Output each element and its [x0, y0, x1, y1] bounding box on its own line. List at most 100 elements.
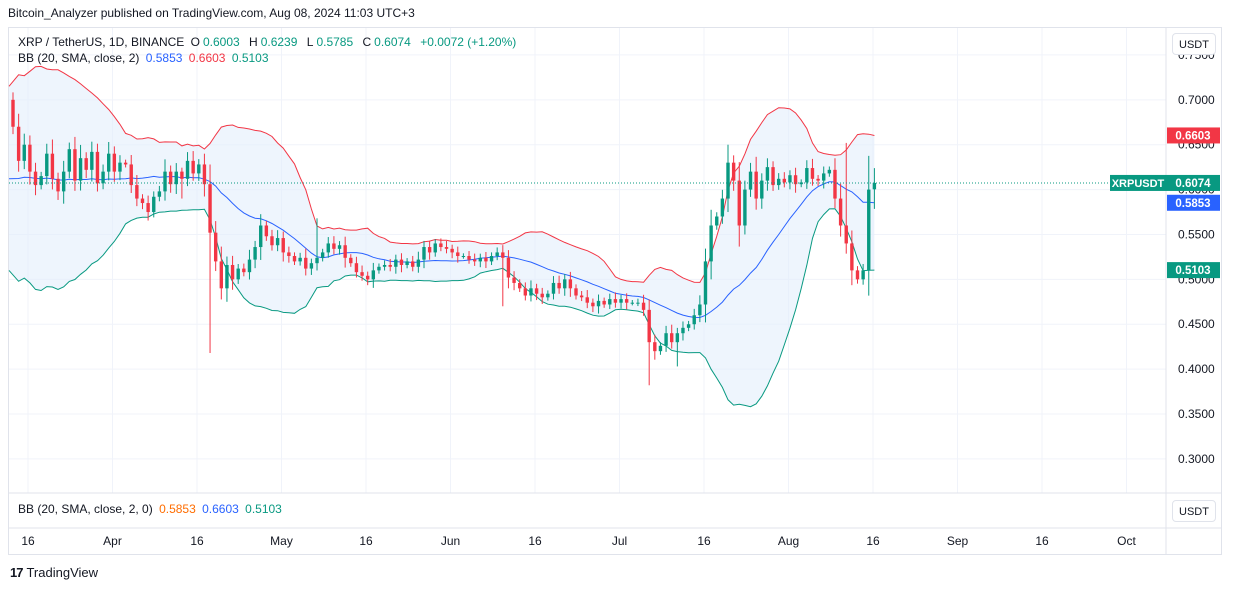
price-label: 0.6603	[1167, 127, 1220, 144]
candle-up	[692, 308, 696, 330]
x-axis-ticks: 16 Apr 16 May 16 Jun 16 Jul 16 Aug 16 Sep 16 Oct	[21, 534, 1136, 548]
candle-body	[320, 252, 325, 258]
candle-down	[782, 172, 787, 188]
candle-body	[608, 299, 612, 305]
candle-body	[782, 178, 787, 183]
candle-up	[382, 260, 387, 271]
candle-body	[219, 261, 224, 289]
candle-body	[73, 149, 77, 181]
candle-down	[304, 248, 308, 276]
candle-body	[427, 247, 432, 253]
candle-up	[529, 280, 533, 302]
lower-bb-label: BB (20, SMA, close, 2, 0)	[18, 502, 153, 516]
candle-body	[112, 153, 117, 172]
candle-body	[33, 171, 38, 186]
candle-up	[259, 214, 263, 260]
candle-body	[664, 333, 668, 346]
candle-body	[788, 175, 792, 183]
candle-body	[771, 167, 775, 186]
x-tick-label: 16	[697, 534, 711, 548]
candle-body	[39, 176, 43, 186]
candle-body	[585, 297, 589, 303]
candle-up	[377, 263, 381, 274]
candle-body	[512, 277, 516, 283]
candle-body	[411, 261, 415, 267]
candle-down	[349, 254, 353, 267]
candle-body	[568, 279, 573, 289]
price-tag-text: 0.5103	[1175, 265, 1210, 277]
candle-up	[563, 274, 567, 296]
tradingview-logo[interactable]: 17 TradingView	[10, 565, 98, 580]
candle-body	[793, 175, 798, 185]
candle-body	[579, 295, 584, 298]
currency-button[interactable]: USDT	[1172, 33, 1216, 55]
candle-body	[754, 171, 758, 199]
candle-up	[861, 263, 865, 285]
lower-pane-legend[interactable]: BB (20, SMA, close, 2, 0) 0.5853 0.6603 …	[18, 502, 285, 516]
candle-body	[720, 198, 725, 217]
candle-down	[95, 143, 100, 192]
candle-body	[118, 162, 122, 172]
candle-body	[658, 345, 663, 352]
candle-down	[624, 293, 629, 310]
price-tag-text: 0.5853	[1175, 198, 1210, 210]
candle-up	[546, 290, 550, 301]
candle-up	[78, 144, 83, 191]
candle-body	[309, 263, 314, 269]
candle-body	[731, 162, 736, 181]
candle-body	[247, 259, 252, 273]
candle-body	[61, 171, 66, 192]
price-label: 0.5103	[1167, 262, 1220, 279]
lower-currency-button[interactable]: USDT	[1172, 500, 1216, 522]
candle-body	[518, 282, 522, 289]
candle-down	[411, 255, 415, 272]
candle-body	[461, 256, 466, 258]
candle-down	[292, 252, 297, 266]
candle-down	[793, 167, 798, 193]
candle-down	[230, 255, 235, 290]
candle-body	[405, 261, 409, 265]
candle-body	[394, 259, 398, 267]
candle-up	[489, 252, 494, 266]
price-tag-text: 0.6074	[1175, 178, 1211, 190]
candle-up	[636, 298, 640, 307]
candle-up	[788, 170, 792, 190]
symbol-legend[interactable]: XRP / TetherUS, 1D, BINANCE O 0.6003 H 0.6…	[18, 35, 519, 49]
candle-up	[107, 142, 111, 181]
candle-body	[360, 272, 364, 276]
candle-down	[270, 229, 274, 251]
bb-legend[interactable]: BB (20, SMA, close, 2) 0.5853 0.6603 0.5…	[18, 51, 272, 65]
candle-down	[467, 251, 471, 264]
x-tick-label: Jul	[612, 534, 627, 548]
candle-body	[90, 151, 94, 170]
candle-down	[73, 136, 77, 191]
candle-body	[613, 299, 618, 303]
candle-down	[585, 290, 589, 309]
candle-body	[185, 160, 190, 179]
candle-down	[146, 195, 150, 221]
candle-body	[827, 169, 832, 174]
candle-body	[287, 252, 291, 257]
candle-body	[298, 257, 302, 262]
candle-down	[771, 161, 775, 191]
candle-body	[456, 252, 460, 257]
candle-down	[501, 245, 505, 307]
candle-down	[56, 172, 60, 200]
candle-down	[534, 283, 539, 301]
candle-up	[163, 159, 167, 201]
candle-body	[765, 167, 770, 181]
candle-down	[653, 334, 657, 360]
candle-down	[287, 246, 291, 263]
candle-down	[264, 220, 269, 241]
candle-up	[619, 294, 623, 309]
candle-body	[844, 225, 848, 244]
x-tick-label: 16	[1035, 534, 1049, 548]
candle-up	[275, 230, 280, 252]
candle-up	[703, 248, 708, 323]
candle-down	[399, 253, 404, 273]
candle-up	[596, 294, 601, 314]
symbol-name[interactable]: XRP / TetherUS, 1D, BINANCE	[18, 35, 185, 49]
candle-down	[180, 167, 184, 199]
candle-body	[354, 263, 359, 273]
